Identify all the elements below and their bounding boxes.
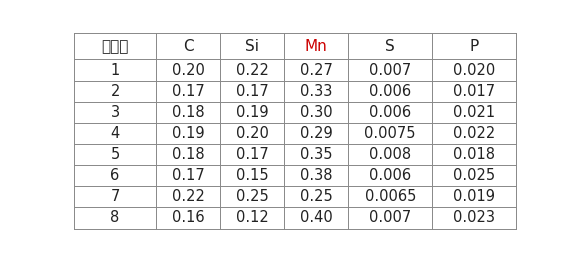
Text: 0.19: 0.19 (172, 126, 204, 141)
Text: 0.22: 0.22 (236, 62, 268, 77)
Text: 0.33: 0.33 (300, 84, 332, 99)
Text: 6: 6 (111, 168, 120, 183)
Text: 0.006: 0.006 (369, 84, 411, 99)
Text: C: C (183, 39, 194, 54)
Text: 0.17: 0.17 (236, 84, 268, 99)
Text: 0.022: 0.022 (453, 126, 495, 141)
Text: 0.019: 0.019 (453, 189, 495, 204)
Text: 0.021: 0.021 (453, 105, 495, 120)
Text: 0.35: 0.35 (300, 147, 332, 162)
Text: 0.30: 0.30 (300, 105, 332, 120)
Text: 0.17: 0.17 (172, 168, 204, 183)
Text: Mn: Mn (305, 39, 328, 54)
Text: 0.0075: 0.0075 (365, 126, 416, 141)
Text: 2: 2 (111, 84, 120, 99)
Text: 0.017: 0.017 (453, 84, 495, 99)
Text: S: S (385, 39, 395, 54)
Text: 0.020: 0.020 (453, 62, 495, 77)
Text: 5: 5 (111, 147, 120, 162)
Text: 0.16: 0.16 (172, 211, 204, 225)
Text: 0.007: 0.007 (369, 62, 411, 77)
Text: 0.12: 0.12 (236, 211, 268, 225)
Text: 0.25: 0.25 (236, 189, 268, 204)
Text: 0.17: 0.17 (236, 147, 268, 162)
Text: 0.023: 0.023 (453, 211, 495, 225)
Text: 0.025: 0.025 (453, 168, 495, 183)
Text: 0.20: 0.20 (172, 62, 204, 77)
Text: 0.006: 0.006 (369, 105, 411, 120)
Text: 0.0065: 0.0065 (365, 189, 416, 204)
Text: 0.18: 0.18 (172, 105, 204, 120)
Text: 0.018: 0.018 (453, 147, 495, 162)
Text: 4: 4 (111, 126, 120, 141)
Text: 3: 3 (111, 105, 120, 120)
Text: 7: 7 (111, 189, 120, 204)
Text: 实施例: 实施例 (101, 39, 129, 54)
Text: 0.22: 0.22 (172, 189, 204, 204)
Text: 1: 1 (111, 62, 120, 77)
Text: 0.27: 0.27 (300, 62, 332, 77)
Text: 0.17: 0.17 (172, 84, 204, 99)
Text: Si: Si (245, 39, 259, 54)
Text: 0.29: 0.29 (300, 126, 332, 141)
Text: 0.007: 0.007 (369, 211, 411, 225)
Text: 0.40: 0.40 (300, 211, 332, 225)
Text: P: P (469, 39, 479, 54)
Text: 0.18: 0.18 (172, 147, 204, 162)
Text: 0.008: 0.008 (369, 147, 411, 162)
Text: 0.006: 0.006 (369, 168, 411, 183)
Text: 0.25: 0.25 (300, 189, 332, 204)
Text: 0.19: 0.19 (236, 105, 268, 120)
Text: 0.15: 0.15 (236, 168, 268, 183)
Text: 0.38: 0.38 (300, 168, 332, 183)
Text: 8: 8 (111, 211, 120, 225)
Text: 0.20: 0.20 (236, 126, 268, 141)
